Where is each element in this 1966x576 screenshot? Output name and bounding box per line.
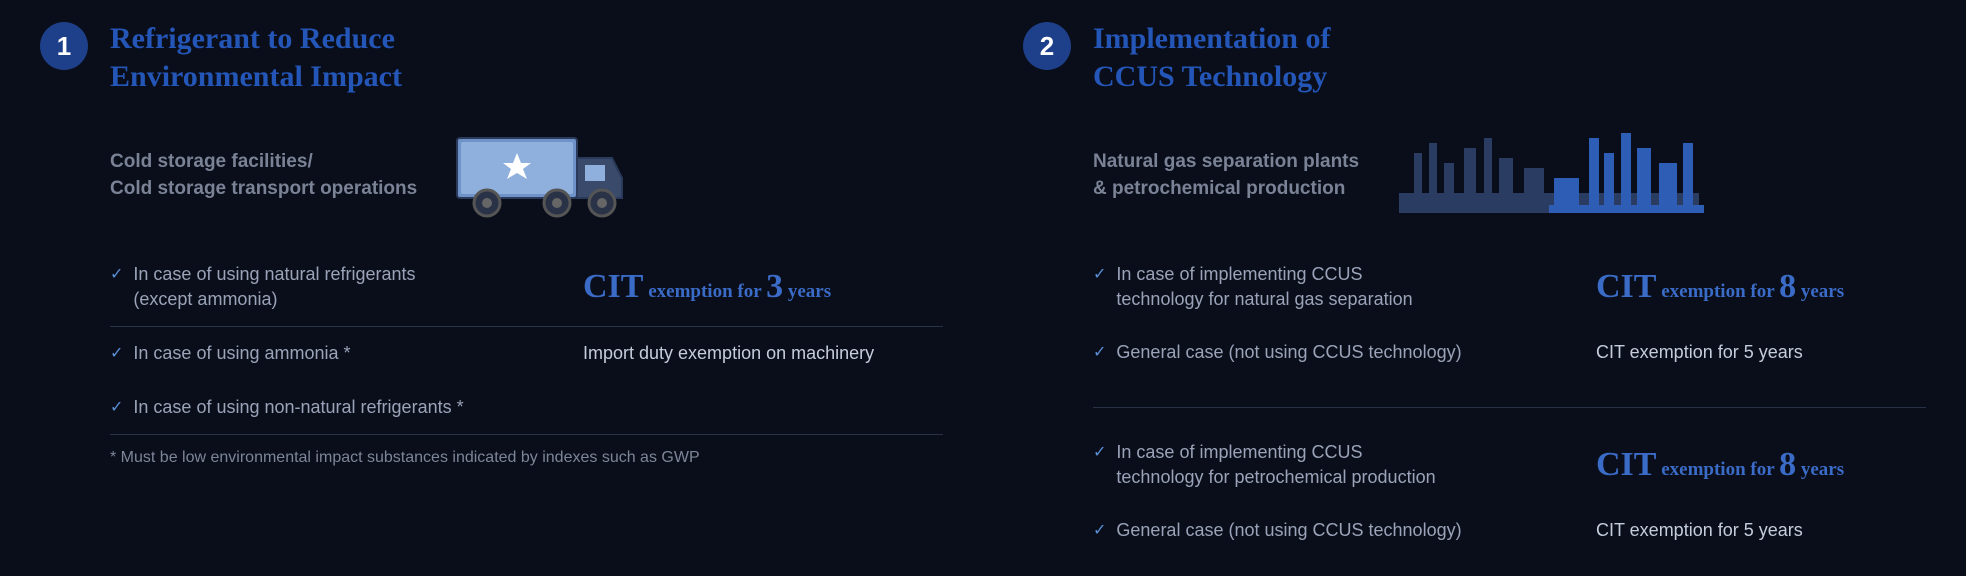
- row-ccus-gas: ✓ In case of implementing CCUS technolog…: [1093, 248, 1926, 326]
- bullet-item: ✓ In case of using natural refrigerants …: [110, 258, 553, 316]
- benefit-cit-3: CIT exemption for 3 years: [583, 268, 943, 306]
- bullet-text-l2: technology for petrochemical production: [1116, 467, 1435, 487]
- check-icon: ✓: [1093, 520, 1106, 542]
- benefit-import-duty: Import duty exemption on machinery: [583, 343, 943, 364]
- benefit-cit-5: CIT exemption for 5 years: [1596, 520, 1926, 541]
- cit-label: CIT: [1596, 268, 1656, 305]
- panel-content: ✓ In case of implementing CCUS technolog…: [1023, 248, 1926, 557]
- check-icon: ✓: [1093, 264, 1106, 286]
- panel-header: 1 Refrigerant to Reduce Environmental Im…: [40, 20, 943, 95]
- benefit-mid: exemption for: [1656, 281, 1779, 302]
- divider: [1093, 380, 1926, 408]
- sub-line-1: Cold storage facilities/: [110, 151, 313, 172]
- row-ammonia: ✓ In case of using ammonia * Import duty…: [110, 327, 943, 380]
- row-ccus-petro: ✓ In case of implementing CCUS technolog…: [1093, 426, 1926, 504]
- footnote: * Must be low environmental impact subst…: [110, 435, 943, 467]
- bullet-item: ✓ In case of using non-natural refrigera…: [110, 391, 553, 424]
- subheading: Natural gas separation plants & petroche…: [1093, 149, 1359, 202]
- panel-content: ✓ In case of using natural refrigerants …: [40, 248, 943, 467]
- bullet-text: In case of using ammonia *: [133, 341, 350, 366]
- bullet-item: ✓ General case (not using CCUS technolog…: [1093, 336, 1566, 369]
- benefit-num: 8: [1779, 268, 1796, 305]
- benefit-mid: exemption for: [643, 281, 766, 302]
- bullet-item: ✓ General case (not using CCUS technolog…: [1093, 514, 1566, 547]
- bullet-text-l2: technology for natural gas separation: [1116, 289, 1412, 309]
- sub-line-2: & petrochemical production: [1093, 178, 1345, 199]
- sub-line-1: Natural gas separation plants: [1093, 151, 1359, 172]
- subheading-row: Cold storage facilities/ Cold storage tr…: [40, 123, 943, 228]
- title-line-2: CCUS Technology: [1093, 60, 1327, 93]
- sub-line-2: Cold storage transport operations: [110, 178, 417, 199]
- title-line-1: Implementation of: [1093, 22, 1330, 55]
- benefit-num: 8: [1779, 446, 1796, 483]
- check-icon: ✓: [110, 264, 123, 286]
- row-general-petro: ✓ General case (not using CCUS technolog…: [1093, 504, 1926, 557]
- check-icon: ✓: [110, 397, 123, 419]
- check-icon: ✓: [110, 343, 123, 365]
- benefit-tail: years: [1796, 281, 1844, 302]
- panel-ccus: 2 Implementation of CCUS Technology Natu…: [1023, 20, 1926, 556]
- benefit-mid: exemption for: [1656, 459, 1779, 480]
- benefit-cit-8: CIT exemption for 8 years: [1596, 268, 1926, 306]
- panel-header: 2 Implementation of CCUS Technology: [1023, 20, 1926, 95]
- subheading-row: Natural gas separation plants & petroche…: [1023, 123, 1926, 228]
- bullet-text-l2: (except ammonia): [133, 289, 277, 309]
- bullet-text-l1: In case of implementing CCUS: [1116, 442, 1362, 462]
- title-line-1: Refrigerant to Reduce: [110, 22, 395, 55]
- plant-icon: [1389, 123, 1709, 228]
- bullet-text-l1: In case of using natural refrigerants: [133, 264, 415, 284]
- benefit-cit-8: CIT exemption for 8 years: [1596, 446, 1926, 484]
- panel-title: Refrigerant to Reduce Environmental Impa…: [110, 20, 402, 95]
- bullet-text: General case (not using CCUS technology): [1116, 518, 1461, 543]
- bullet-item: ✓ In case of implementing CCUS technolog…: [1093, 258, 1566, 316]
- bullet-text: In case of using non-natural refrigerant…: [133, 395, 463, 420]
- bullet-text-l1: In case of implementing CCUS: [1116, 264, 1362, 284]
- panel-title: Implementation of CCUS Technology: [1093, 20, 1330, 95]
- check-icon: ✓: [1093, 442, 1106, 464]
- benefit-cit-5: CIT exemption for 5 years: [1596, 342, 1926, 363]
- benefit-tail: years: [783, 281, 831, 302]
- check-icon: ✓: [1093, 342, 1106, 364]
- row-general-gas: ✓ General case (not using CCUS technolog…: [1093, 326, 1926, 379]
- row-natural-refrigerants: ✓ In case of using natural refrigerants …: [110, 248, 943, 327]
- bullet-text: General case (not using CCUS technology): [1116, 340, 1461, 365]
- panel-refrigerant: 1 Refrigerant to Reduce Environmental Im…: [40, 20, 943, 556]
- bullet-item: ✓ In case of implementing CCUS technolog…: [1093, 436, 1566, 494]
- benefit-num: 3: [766, 268, 783, 305]
- cit-label: CIT: [1596, 446, 1656, 483]
- title-line-2: Environmental Impact: [110, 60, 402, 93]
- number-badge: 2: [1023, 22, 1071, 70]
- bullet-item: ✓ In case of using ammonia *: [110, 337, 553, 370]
- cit-label: CIT: [583, 268, 643, 305]
- subheading: Cold storage facilities/ Cold storage tr…: [110, 149, 417, 202]
- benefit-tail: years: [1796, 459, 1844, 480]
- number-badge: 1: [40, 22, 88, 70]
- row-non-natural: ✓ In case of using non-natural refrigera…: [110, 381, 943, 435]
- truck-icon: [447, 123, 647, 228]
